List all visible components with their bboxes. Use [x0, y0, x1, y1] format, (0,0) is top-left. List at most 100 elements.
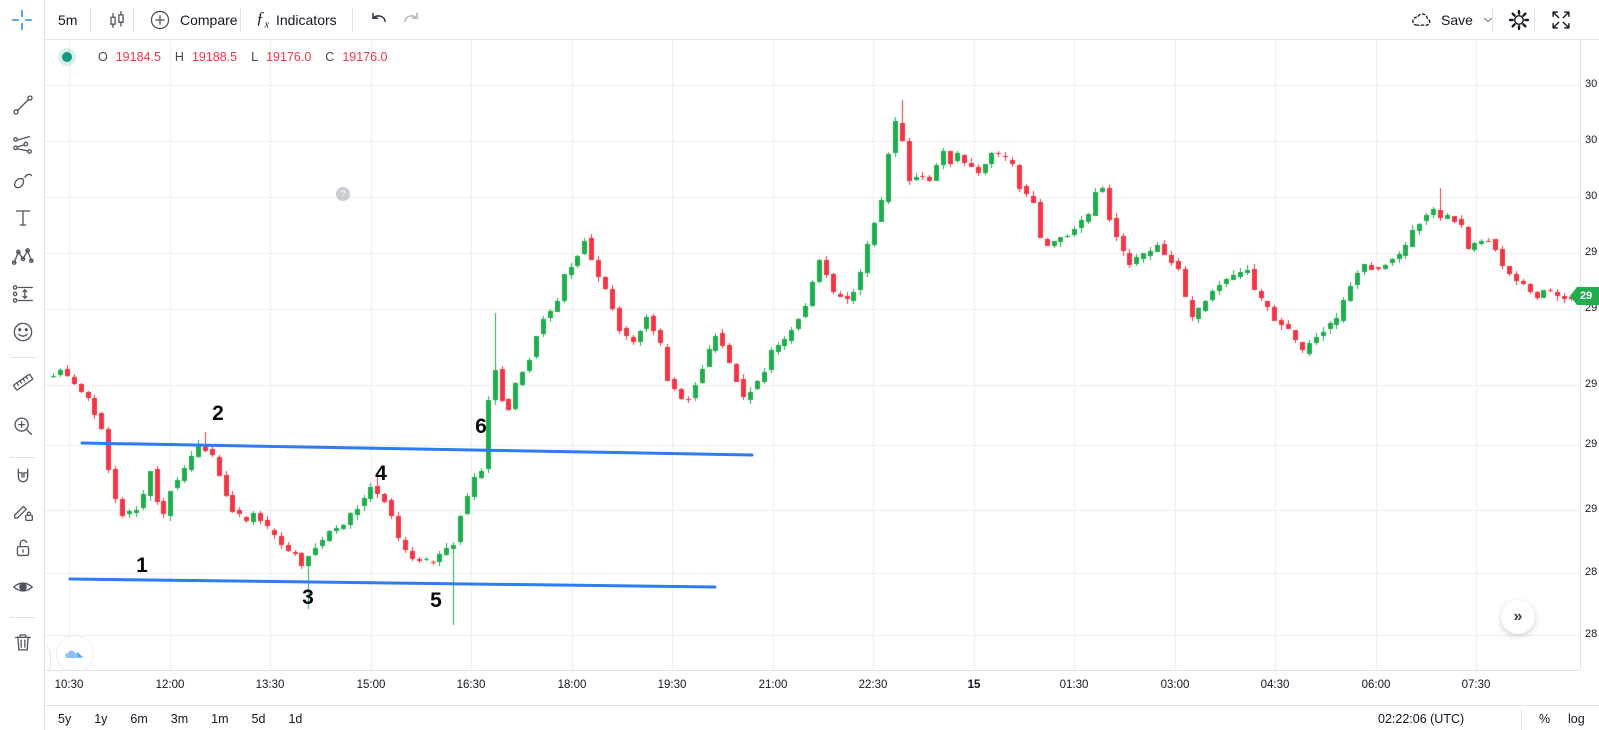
date-range-buttons: 5y 1y 6m 3m 1m 5d 1d	[58, 712, 302, 726]
candlestick-style-icon	[110, 10, 124, 28]
toolbar-separator	[1534, 8, 1535, 32]
log-scale-button[interactable]: log	[1568, 712, 1585, 726]
open-label: O	[98, 50, 108, 64]
bottom-separator	[1521, 710, 1522, 730]
current-price-tag: 29	[1570, 287, 1599, 305]
compare-button[interactable]: Compare	[137, 0, 248, 39]
range-button-1y[interactable]: 1y	[94, 712, 108, 726]
compare-label: Compare	[180, 11, 238, 28]
measure-tool[interactable]	[9, 368, 37, 396]
xabcd-pattern-icon	[11, 248, 34, 265]
drawing-mode-lock-tool[interactable]	[9, 498, 37, 526]
sidebar-separator	[10, 357, 36, 358]
range-button-3m[interactable]: 3m	[170, 712, 189, 726]
price-label-9: 28	[1585, 628, 1598, 640]
time-axis[interactable]: 10:30 12:00 13:30 15:00 16:30 18:00 19:30 21:00…	[0, 670, 1580, 705]
zoom-in-icon	[14, 417, 33, 436]
time-label-1330: 13:30	[255, 679, 285, 691]
time-label-1800: 18:00	[557, 679, 587, 691]
drawing-toolbar	[0, 40, 45, 730]
clock[interactable]: 02:22:06 (UTC)	[1378, 712, 1465, 726]
trend-line-tool[interactable]	[9, 91, 37, 119]
wave-label-3[interactable]: 3	[302, 586, 314, 609]
magnet-tool[interactable]	[9, 464, 37, 492]
toolbar-separator	[133, 8, 134, 32]
remove-all-tool[interactable]	[9, 628, 37, 656]
redo-icon	[404, 12, 418, 22]
wave-label-6[interactable]: 6	[475, 415, 487, 438]
price-label-6: 29	[1585, 438, 1598, 450]
price-axis[interactable]: 30 30 30 29 29 29 29 29 28 28	[1580, 40, 1599, 670]
save-button[interactable]: Save	[1398, 0, 1506, 39]
price-label-8: 28	[1585, 566, 1598, 578]
time-label-0300: 03:00	[1160, 679, 1190, 691]
lock-all-tool[interactable]	[9, 534, 37, 562]
crosshair-tool-cell[interactable]	[0, 0, 45, 40]
close-value: 19176.0	[342, 50, 388, 64]
brush-tool[interactable]	[9, 167, 37, 195]
range-button-1m[interactable]: 1m	[211, 712, 229, 726]
wave-label-2[interactable]: 2	[212, 402, 224, 425]
symbol-dot-icon	[62, 52, 72, 62]
hide-all-tool[interactable]	[9, 573, 37, 601]
time-label-0600: 06:00	[1361, 679, 1391, 691]
wave-label-1[interactable]: 1	[136, 554, 148, 577]
wave-label-5[interactable]: 5	[430, 589, 442, 612]
low-value: 19176.0	[266, 50, 312, 64]
crosshair-icon	[11, 9, 33, 31]
time-label-2230: 22:30	[858, 679, 888, 691]
interval-button[interactable]: 5m	[48, 0, 87, 39]
pattern-tool[interactable]	[9, 243, 37, 271]
trash-icon	[14, 634, 32, 651]
range-button-6m[interactable]: 6m	[130, 712, 148, 726]
ohlc-legend[interactable]: O 19184.5 H 19188.5 L 19176.0 C 19176.0	[62, 50, 388, 64]
toolbar-separator	[90, 8, 91, 32]
toolbar-separator	[240, 8, 241, 32]
pencil-lock-icon	[13, 505, 33, 522]
time-label-2100: 21:00	[758, 679, 788, 691]
time-label-1030: 10:30	[54, 679, 84, 691]
indicators-button[interactable]: ƒx Indicators	[246, 0, 347, 39]
ruler-icon	[13, 373, 34, 391]
range-button-5d[interactable]: 5d	[251, 712, 266, 726]
gann-fib-tool[interactable]	[9, 131, 37, 159]
projection-tool[interactable]	[9, 280, 37, 308]
sidebar-separator	[10, 457, 36, 458]
price-label-3: 29	[1585, 246, 1598, 258]
low-label: L	[251, 50, 259, 64]
unlock-icon	[16, 539, 30, 557]
indicators-label: Indicators	[275, 11, 337, 28]
chart-style-button[interactable]	[94, 0, 140, 39]
bottom-toolbar: 5y 1y 6m 3m 1m 5d 1d 02:22:06 (UTC) % log	[0, 705, 1599, 730]
smiley-icon	[13, 322, 33, 342]
settings-button[interactable]	[1496, 0, 1542, 39]
percent-scale-button[interactable]: %	[1539, 712, 1551, 726]
wave-label-4[interactable]: 4	[375, 462, 387, 485]
scroll-right-button[interactable]: »	[1501, 600, 1535, 634]
magnet-icon	[17, 468, 29, 483]
undo-button[interactable]	[356, 0, 402, 39]
text-icon	[15, 210, 31, 226]
plus-circle-icon	[150, 10, 170, 29]
range-button-1d[interactable]: 1d	[288, 712, 303, 726]
hint-question-icon[interactable]: ?	[336, 187, 350, 201]
fullscreen-icon	[1552, 10, 1570, 29]
time-label-1500: 15:00	[356, 679, 386, 691]
high-value: 19188.5	[191, 50, 238, 64]
emoji-tool[interactable]	[9, 318, 37, 346]
chart-watermark[interactable]	[56, 635, 94, 673]
time-label-0130: 01:30	[1059, 679, 1089, 691]
text-tool[interactable]	[9, 204, 37, 232]
time-label-1630: 16:30	[456, 679, 486, 691]
brush-icon	[13, 173, 33, 189]
fullscreen-button[interactable]	[1538, 0, 1584, 39]
chevron-down-icon	[1484, 17, 1492, 22]
range-button-5y[interactable]: 5y	[58, 712, 72, 726]
gann-fib-icon	[13, 135, 32, 154]
redo-button[interactable]	[388, 0, 434, 39]
candlestick-chart[interactable]	[45, 40, 1580, 670]
zoom-in-tool[interactable]	[9, 412, 37, 440]
price-label-5: 29	[1585, 378, 1598, 390]
close-label: C	[325, 50, 335, 64]
